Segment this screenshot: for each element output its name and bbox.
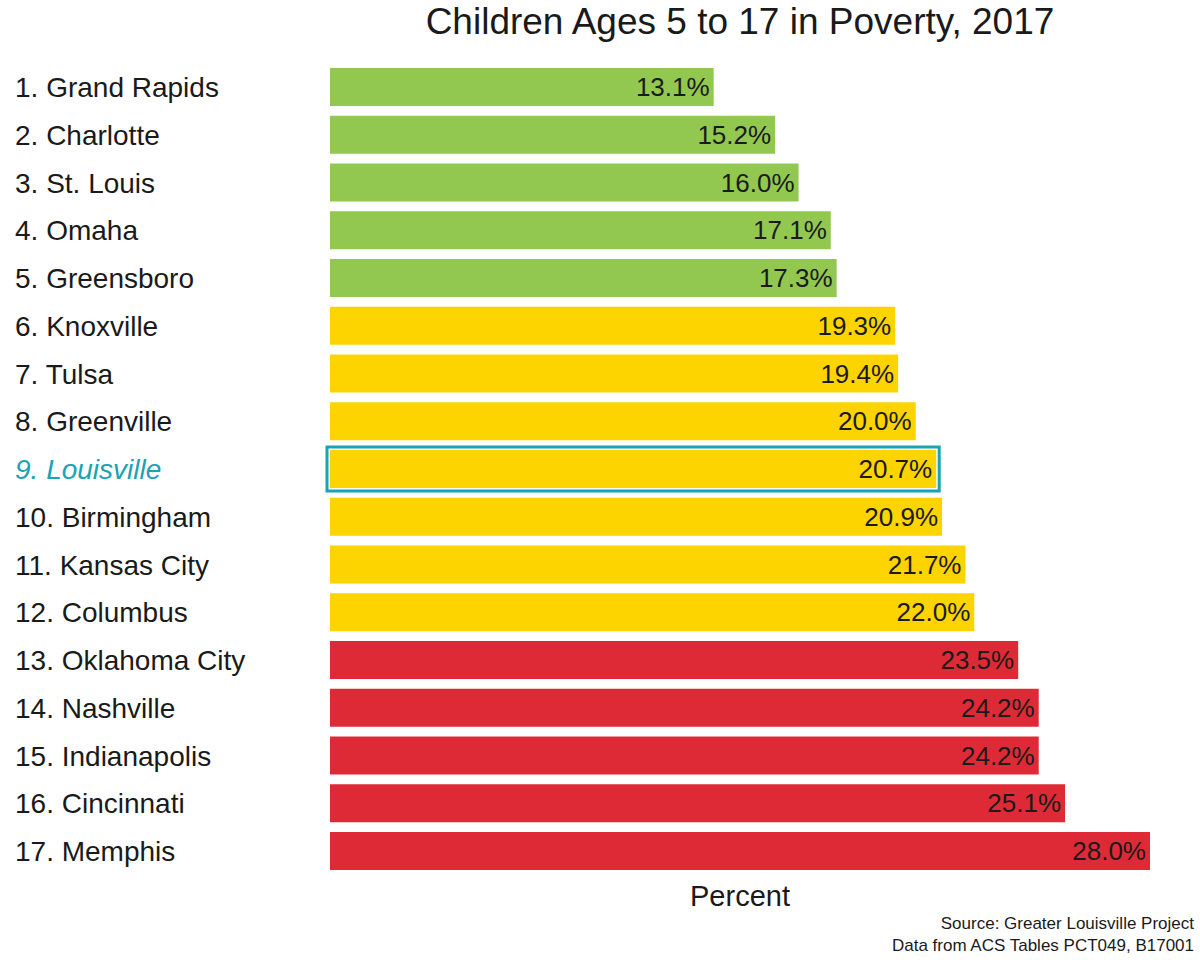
bar <box>330 737 1039 775</box>
category-label: 11. Kansas City <box>15 550 209 581</box>
category-label: 14. Nashville <box>15 693 175 724</box>
category-label: 5. Greensboro <box>15 263 194 294</box>
data-label: 22.0% <box>897 597 971 627</box>
bar <box>330 784 1065 822</box>
data-label: 16.0% <box>721 168 795 198</box>
bar <box>330 832 1150 870</box>
annotation: Source: Greater Louisville Project <box>941 914 1195 933</box>
bar <box>330 546 966 584</box>
data-label: 28.0% <box>1072 836 1146 866</box>
bar <box>330 355 898 393</box>
category-label: 17. Memphis <box>15 836 175 867</box>
data-label: 20.0% <box>838 406 912 436</box>
data-label: 25.1% <box>987 788 1061 818</box>
data-label: 13.1% <box>636 72 710 102</box>
bar <box>330 402 916 440</box>
bar <box>330 116 775 154</box>
data-label: 23.5% <box>940 645 1014 675</box>
bars <box>330 68 1150 870</box>
category-label: 7. Tulsa <box>15 359 113 390</box>
labels: 1. Grand Rapids 13.1% 2. Charlotte 15.2% 3. … <box>15 72 1146 867</box>
data-label: 19.4% <box>820 359 894 389</box>
category-label: 6. Knoxville <box>15 311 158 342</box>
data-label: 24.2% <box>961 693 1035 723</box>
category-label: 1. Grand Rapids <box>15 72 219 103</box>
category-label: 4. Omaha <box>15 215 138 246</box>
highlight-frame <box>327 447 939 491</box>
bar <box>330 689 1039 727</box>
bar <box>330 593 974 631</box>
category-label: 9. Louisville <box>15 454 161 485</box>
data-label: 24.2% <box>961 741 1035 771</box>
category-label: 2. Charlotte <box>15 120 160 151</box>
bar <box>330 307 895 345</box>
data-label: 17.1% <box>753 215 827 245</box>
chart: Children Ages 5 to 17 in Poverty, 2017 1.… <box>0 0 1200 960</box>
category-label: 13. Oklahoma City <box>15 645 245 676</box>
bar <box>330 259 837 297</box>
bar <box>330 641 1018 679</box>
category-label: 3. St. Louis <box>15 168 155 199</box>
category-label: 10. Birmingham <box>15 502 211 533</box>
bar <box>330 498 942 536</box>
category-label: 16. Cincinnati <box>15 788 185 819</box>
data-label: 17.3% <box>759 263 833 293</box>
category-label: 8. Greenville <box>15 406 172 437</box>
category-label: 15. Indianapolis <box>15 741 211 772</box>
data-label: 20.9% <box>864 502 938 532</box>
axis-label: Percent <box>690 880 790 912</box>
data-label: 20.7% <box>858 454 932 484</box>
bar <box>330 68 714 106</box>
annotation: Data from ACS Tables PCT049, B17001 <box>892 936 1194 955</box>
bar <box>330 450 936 488</box>
data-label: 21.7% <box>888 550 962 580</box>
data-label: 15.2% <box>697 120 771 150</box>
data-label: 19.3% <box>817 311 891 341</box>
bar <box>330 164 799 202</box>
bar <box>330 211 831 249</box>
category-label: 12. Columbus <box>15 597 188 628</box>
title: Children Ages 5 to 17 in Poverty, 2017 <box>426 1 1055 42</box>
